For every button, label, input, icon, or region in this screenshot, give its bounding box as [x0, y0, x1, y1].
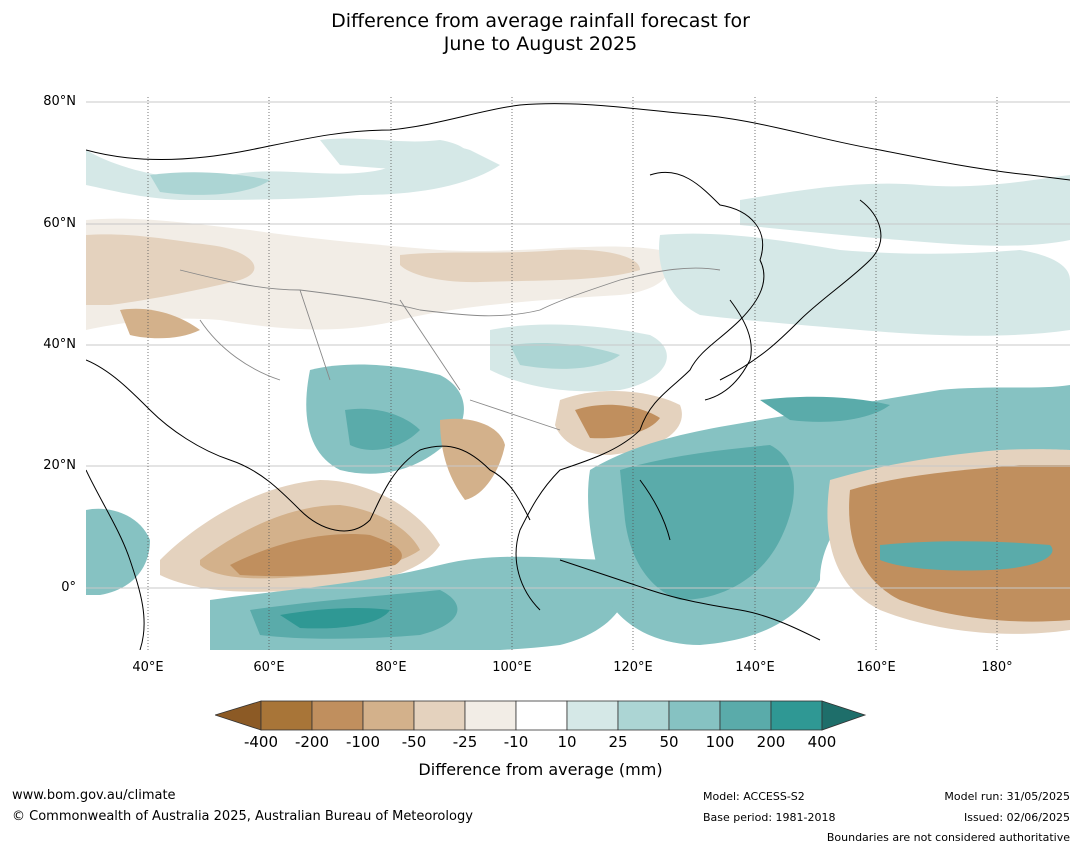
lat-label-80n: 80°N — [43, 94, 76, 109]
model-run-text: Model run: 31/05/2025 — [944, 790, 1070, 803]
issued-text: Issued: 02/06/2025 — [963, 811, 1070, 824]
pacific-wet-band — [760, 396, 890, 422]
siberia-wet-patch — [320, 138, 471, 171]
central-asia-dry-band — [86, 218, 670, 330]
lon-label-60e: 60°E — [253, 660, 285, 675]
colorbar-bin-9 — [668, 700, 721, 731]
south-asia-wet-core — [345, 408, 420, 450]
kazakh-dry-deep — [120, 308, 200, 339]
lat-label-0: 0° — [61, 580, 76, 595]
colorbar-tick-100: 100 — [705, 733, 735, 751]
lon-label-180: 180° — [981, 660, 1013, 675]
myanmar-dry — [440, 418, 505, 500]
colorbar-tick-minus400: -400 — [243, 733, 279, 751]
arabian-sea-dry-core — [230, 534, 402, 577]
lon-label-80e: 80°E — [375, 660, 407, 675]
indian-ocean-wet-deep — [280, 607, 390, 629]
colorbar-bin-5 — [464, 700, 517, 731]
colorbar-bin-1 — [260, 700, 313, 731]
central-asia-dry-core — [86, 234, 255, 305]
coastlines — [86, 103, 1070, 650]
colorbar-extend-wet — [821, 700, 867, 731]
lon-label-40e: 40°E — [132, 660, 164, 675]
map-canvas — [86, 97, 1070, 650]
pacific-wet-strip — [880, 541, 1053, 571]
colorbar-tick-minus50: -50 — [401, 733, 427, 751]
model-text: Model: ACCESS-S2 — [703, 790, 805, 803]
colorbar-tick-minus10: -10 — [503, 733, 529, 751]
colorbar — [215, 700, 867, 731]
east-asia-wet — [659, 233, 1070, 336]
lon-label-140e: 140°E — [735, 660, 775, 675]
colorbar-tick-minus100: -100 — [345, 733, 381, 751]
colorbar-label: Difference from average (mm) — [418, 760, 663, 779]
colorbar-tick-25: 25 — [608, 733, 628, 751]
colorbar-tick-minus200: -200 — [294, 733, 330, 751]
colorbar-tick-200: 200 — [756, 733, 786, 751]
colorbar-bin-8 — [617, 700, 670, 731]
china-wet-core — [510, 343, 620, 369]
colorbar-bin-10 — [719, 700, 772, 731]
disclaimer-text: Boundaries are not considered authoritat… — [826, 831, 1070, 844]
colorbar-bin-3 — [362, 700, 415, 731]
east-siberia-wet — [740, 175, 1070, 246]
mongolia-dry — [400, 249, 640, 283]
map-meridians — [147, 97, 998, 650]
arctic-wet-core — [150, 172, 270, 195]
lon-label-120e: 120°E — [613, 660, 653, 675]
copyright-text: © Commonwealth of Australia 2025, Austra… — [12, 809, 473, 824]
colorbar-tick-10: 10 — [557, 733, 577, 751]
colorbar-tick-400: 400 — [807, 733, 837, 751]
colorbar-bin-11 — [770, 700, 823, 731]
chart-title: Difference from average rainfall forecas… — [0, 10, 1081, 56]
colorbar-tick-50: 50 — [659, 733, 679, 751]
colorbar-tick-minus25: -25 — [452, 733, 478, 751]
title-line-2: June to August 2025 — [443, 33, 638, 55]
colorbar-bin-2 — [311, 700, 364, 731]
colorbar-bin-7 — [566, 700, 619, 731]
title-line-1: Difference from average rainfall forecas… — [331, 10, 750, 32]
country-borders — [179, 267, 721, 431]
lon-label-160e: 160°E — [856, 660, 896, 675]
lon-label-100e: 100°E — [492, 660, 532, 675]
colorbar-bin-4 — [413, 700, 466, 731]
map-fields — [86, 97, 1070, 650]
rainfall-map: 80°N 60°N 40°N 20°N 0° 40°E 60°E 80°E 10… — [43, 94, 1070, 675]
base-period-text: Base period: 1981-2018 — [703, 811, 836, 824]
website-link[interactable]: www.bom.gov.au/climate — [12, 788, 176, 803]
west-pacific-wet-core — [620, 445, 794, 600]
lat-label-20n: 20°N — [43, 458, 76, 473]
lat-label-40n: 40°N — [43, 337, 76, 352]
colorbar-extend-dry — [215, 700, 262, 731]
south-china-dry-core — [575, 404, 660, 439]
map-gridlines — [86, 101, 1070, 589]
lat-label-60n: 60°N — [43, 216, 76, 231]
colorbar-bin-6 — [515, 700, 568, 731]
